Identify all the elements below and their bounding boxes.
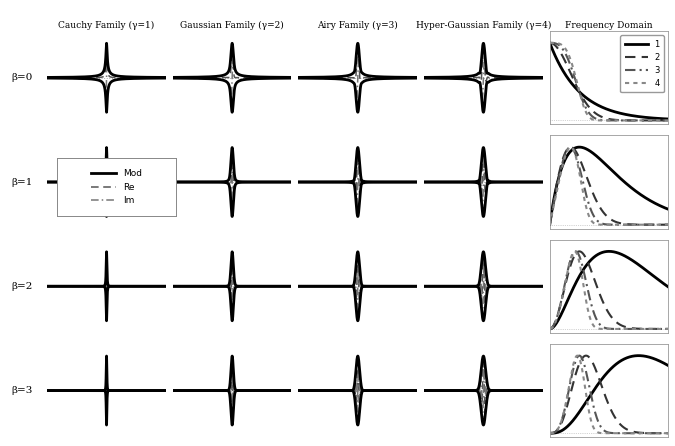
Y-axis label: β=1: β=1 <box>11 178 33 186</box>
Title: Frequency Domain: Frequency Domain <box>565 21 653 30</box>
Legend: 1, 2, 3, 4: 1, 2, 3, 4 <box>620 35 664 92</box>
Legend: Mod, Re, Im: Mod, Re, Im <box>87 166 146 209</box>
Title: Airy Family (γ=3): Airy Family (γ=3) <box>317 21 398 30</box>
Y-axis label: β=0: β=0 <box>11 73 33 82</box>
Title: Hyper-Gaussian Family (γ=4): Hyper-Gaussian Family (γ=4) <box>416 21 551 30</box>
Title: Cauchy Family (γ=1): Cauchy Family (γ=1) <box>58 21 155 30</box>
Y-axis label: β=3: β=3 <box>11 386 33 395</box>
Title: Gaussian Family (γ=2): Gaussian Family (γ=2) <box>180 21 284 30</box>
Y-axis label: β=2: β=2 <box>11 282 33 291</box>
